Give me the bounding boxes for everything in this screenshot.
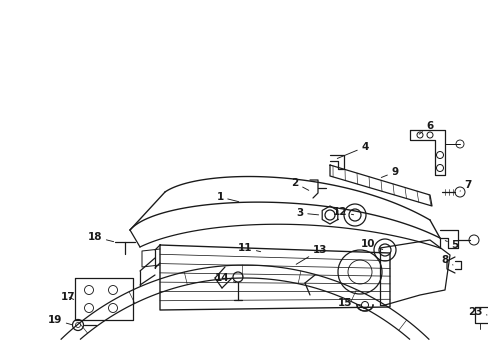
Text: 7: 7 xyxy=(459,180,471,191)
Text: 5: 5 xyxy=(445,240,458,250)
Text: 6: 6 xyxy=(418,121,433,134)
Text: 10: 10 xyxy=(360,239,382,249)
Text: 4: 4 xyxy=(337,142,368,158)
Text: 15: 15 xyxy=(337,298,360,308)
Text: 1: 1 xyxy=(216,192,238,202)
Text: 12: 12 xyxy=(332,207,353,217)
Text: 8: 8 xyxy=(441,255,452,265)
Text: 11: 11 xyxy=(237,243,260,253)
Text: 19: 19 xyxy=(48,315,72,325)
Text: 14: 14 xyxy=(214,273,235,283)
Text: 2: 2 xyxy=(291,178,308,190)
Text: 18: 18 xyxy=(87,232,113,242)
Text: 3: 3 xyxy=(296,208,318,218)
Text: 23: 23 xyxy=(467,307,486,317)
Text: 13: 13 xyxy=(296,245,326,264)
Text: 17: 17 xyxy=(61,292,75,302)
Text: 9: 9 xyxy=(381,167,398,177)
